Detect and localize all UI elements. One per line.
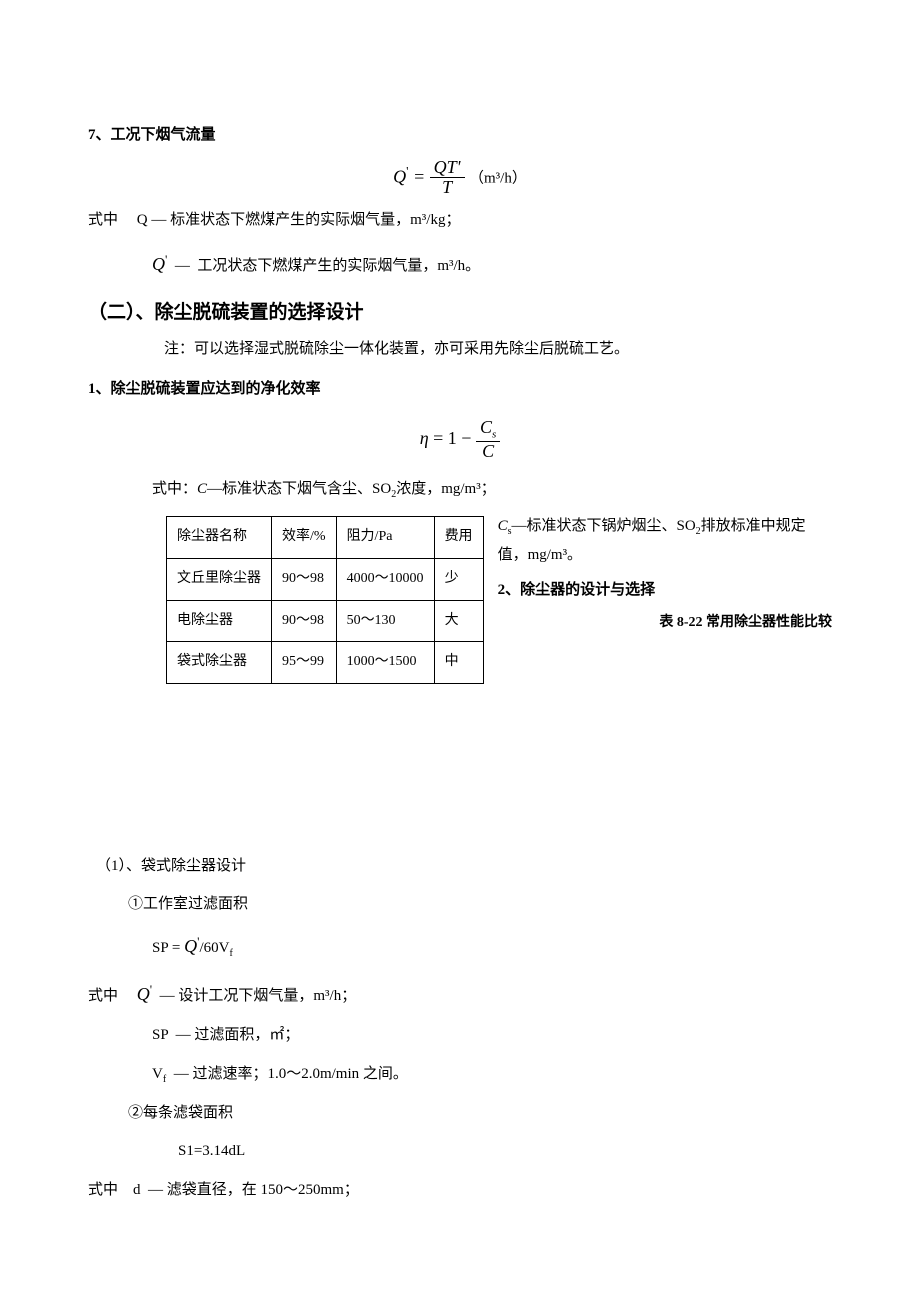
- design1-def-row: 式中 Q' — 设计工况下烟气量，m³/h；: [88, 977, 832, 1011]
- td: 袋式除尘器: [167, 642, 272, 684]
- td: 95～99: [272, 642, 337, 684]
- th-3: 费用: [434, 517, 483, 559]
- sub1-def-intro: 式中：: [152, 481, 197, 497]
- td: 4000～10000: [336, 558, 434, 600]
- table-row: 文丘里除尘器 90～98 4000～10000 少: [167, 558, 484, 600]
- d4-text: — 滤袋直径，在 150～250mm；: [148, 1182, 359, 1198]
- formula-frac: QT' T: [430, 158, 465, 199]
- sec2-note: 注：可以选择湿式脱硫除尘一体化装置，亦可采用先除尘后脱硫工艺。: [124, 335, 832, 364]
- design1-d2: SP — 过滤面积，㎡；: [88, 1021, 832, 1050]
- td: 中: [434, 642, 483, 684]
- table-row: 袋式除尘器 95～99 1000～1500 中: [167, 642, 484, 684]
- num-c: C: [480, 417, 492, 437]
- design1-p2: ②每条滤袋面积: [88, 1099, 832, 1128]
- td: 文丘里除尘器: [167, 558, 272, 600]
- eta: η: [420, 428, 429, 448]
- cs-sym: C: [498, 518, 508, 534]
- d4-sym: d: [133, 1182, 141, 1198]
- d3-text: — 过滤速率；1.0～2.0m/min 之间。: [174, 1066, 408, 1082]
- td: 少: [434, 558, 483, 600]
- float-wrap: 除尘器名称 效率/% 阻力/Pa 费用 文丘里除尘器 90～98 4000～10…: [88, 512, 832, 697]
- td: 90～98: [272, 558, 337, 600]
- def2-text: 工况状态下燃煤产生的实际烟气量，m³/h。: [197, 258, 480, 274]
- td: 50～130: [336, 600, 434, 642]
- d1-sym: Q: [137, 984, 150, 1004]
- sub1-den: C: [476, 442, 500, 462]
- def2-sym: Q: [152, 254, 165, 274]
- sub1-title: 1、除尘脱硫装置应达到的净化效率: [88, 375, 832, 404]
- d4-intro: 式中: [88, 1182, 118, 1198]
- def-intro: 式中: [88, 212, 118, 228]
- sec2-title-row: （二）、除尘脱硫装置的选择设计: [88, 295, 832, 331]
- design1-f1: SP = Q'/60Vf: [88, 929, 832, 963]
- sub1-formula: η = 1 − Cs C: [88, 418, 832, 461]
- def1-sym: Q: [137, 212, 148, 228]
- d1-prime: ': [150, 982, 152, 997]
- frac-num: QT': [430, 158, 465, 179]
- sub1-t1: —标准状态下烟气含尘、SO: [207, 481, 391, 497]
- design1-title: （1）、袋式除尘器设计: [96, 852, 832, 881]
- f1-lhs: SP =: [152, 940, 180, 956]
- th-0: 除尘器名称: [167, 517, 272, 559]
- sub1-def1: 式中：C—标准状态下烟气含尘、SO2浓度，mg/m³；: [88, 475, 832, 504]
- sub1-t2: 浓度，mg/m³；: [396, 481, 496, 497]
- table-row: 电除尘器 90～98 50～130 大: [167, 600, 484, 642]
- d3-sym: V: [152, 1066, 163, 1082]
- f1-sub: f: [229, 948, 232, 959]
- formula-eq: =: [413, 166, 425, 186]
- design1-p1: ①工作室过滤面积: [88, 890, 832, 919]
- table-header-row: 除尘器名称 效率/% 阻力/Pa 费用: [167, 517, 484, 559]
- def2-sep: —: [175, 258, 190, 274]
- f1-q: Q: [184, 936, 197, 956]
- d2-text: — 过滤面积，㎡；: [176, 1027, 300, 1043]
- f1-rest: /60V: [199, 940, 229, 956]
- num-sub: s: [492, 428, 496, 440]
- sec7-def2-row: Q' — 工况状态下燃煤产生的实际烟气量，m³/h。: [88, 247, 832, 281]
- frac-den: T: [430, 178, 465, 198]
- sec7-def-row: 式中 Q — 标准状态下燃煤产生的实际烟气量，m³/kg；: [88, 206, 832, 235]
- td: 大: [434, 600, 483, 642]
- th-1: 效率/%: [272, 517, 337, 559]
- sec2-title: （二）、除尘脱硫装置的选择设计: [88, 295, 364, 331]
- sec7-formula: Q' = QT' T （m³/h）: [88, 158, 832, 199]
- design1-d4: 式中 d — 滤袋直径，在 150～250mm；: [88, 1176, 832, 1205]
- d2-sym: SP: [152, 1027, 168, 1043]
- sub1-frac: Cs C: [476, 418, 500, 461]
- d-intro: 式中: [88, 988, 118, 1004]
- sec7-title: 7、工况下烟气流量: [88, 121, 832, 150]
- def1-text: 标准状态下燃煤产生的实际烟气量，m³/kg；: [170, 212, 460, 228]
- collector-table: 除尘器名称 效率/% 阻力/Pa 费用 文丘里除尘器 90～98 4000～10…: [166, 516, 484, 683]
- def1-sep: —: [151, 212, 166, 228]
- sub1-c: C: [197, 481, 207, 497]
- d3-sub: f: [163, 1074, 166, 1085]
- sub1-num: Cs: [476, 418, 500, 442]
- th-2: 阻力/Pa: [336, 517, 434, 559]
- td: 1000～1500: [336, 642, 434, 684]
- gap: [88, 698, 832, 848]
- formula-unit: （m³/h）: [469, 170, 527, 186]
- td: 电除尘器: [167, 600, 272, 642]
- formula-q: Q: [393, 166, 406, 186]
- td: 90～98: [272, 600, 337, 642]
- def2-prime: ': [165, 252, 167, 267]
- cs-t1: —标准状态下锅炉烟尘、SO: [511, 518, 695, 534]
- eq: = 1 −: [433, 428, 471, 448]
- design1-d3: Vf — 过滤速率；1.0～2.0m/min 之间。: [88, 1060, 832, 1089]
- d1-text: — 设计工况下烟气量，m³/h；: [160, 988, 357, 1004]
- formula-prime: ': [406, 163, 408, 178]
- design1-f2: S1=3.14dL: [88, 1137, 832, 1166]
